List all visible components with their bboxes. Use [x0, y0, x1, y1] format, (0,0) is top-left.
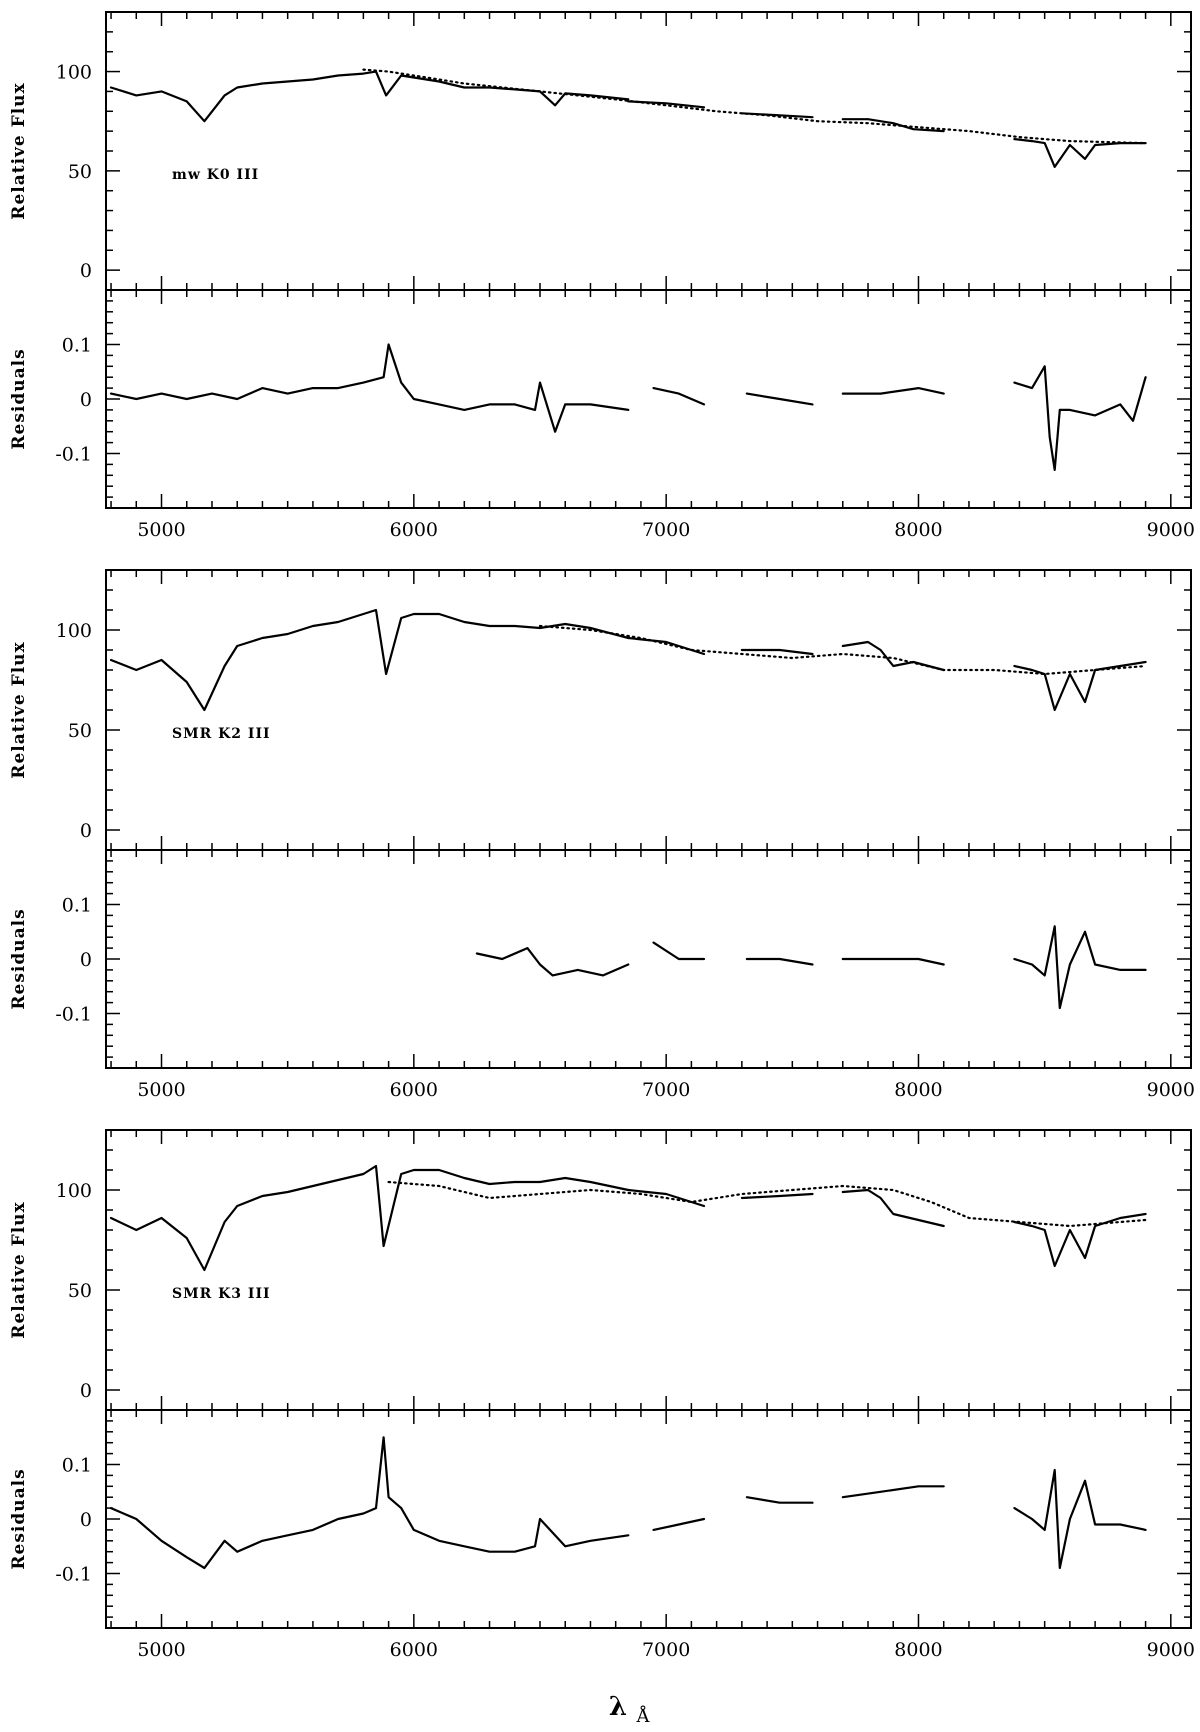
x-tick-label: 8000: [894, 1079, 942, 1101]
x-tick-label: 6000: [390, 1639, 438, 1661]
y-tick-label: 0: [80, 389, 92, 411]
x-tick-label: 5000: [137, 519, 185, 541]
x-tick-label: 7000: [642, 1639, 690, 1661]
x-tick-label: 6000: [390, 1079, 438, 1101]
y-tick-label: 100: [56, 1180, 92, 1202]
y-tick-label: 50: [68, 720, 92, 742]
y-tick-label: 0: [80, 260, 92, 282]
observed-series-segment: [841, 1485, 945, 1499]
x-tick-label: 5000: [137, 1079, 185, 1101]
y-axis-label: Relative Flux: [9, 641, 29, 778]
y-tick-label: 0: [80, 820, 92, 842]
y-axis-label: Relative Flux: [9, 1201, 29, 1338]
y-tick-label: 0.1: [62, 335, 92, 357]
x-axis-unit: Å: [636, 1705, 651, 1727]
observed-series-segment: [745, 1496, 814, 1504]
panel-frame: [105, 289, 1192, 509]
x-tick-label: 8000: [894, 519, 942, 541]
observed-series-segment: [740, 112, 814, 119]
y-axis-label: Residuals: [9, 908, 29, 1009]
observed-series-segment: [1013, 1212, 1147, 1268]
observed-series-segment: [109, 70, 630, 123]
y-tick-label: 100: [56, 620, 92, 642]
y-tick-label: 50: [68, 1280, 92, 1302]
panel-flux-0: 0 50 100 Relative Flux mw K0 III: [9, 11, 1192, 291]
panel-flux-4: 0 50 100 Relative Flux SMR K3 III: [9, 1129, 1192, 1411]
panel-flux-2: 0 50 100 Relative Flux SMR K2 III: [9, 569, 1192, 851]
star-label: mw K0 III: [172, 167, 259, 183]
x-tick-label: 8000: [894, 1639, 942, 1661]
y-tick-label: 0: [80, 1509, 92, 1531]
observed-series-segment: [109, 343, 630, 433]
x-tick-label: 6000: [390, 519, 438, 541]
y-tick-label: 0.1: [62, 1455, 92, 1477]
observed-series-segment: [740, 648, 814, 656]
y-tick-label: -0.1: [55, 444, 92, 466]
star-label: SMR K3 III: [172, 1286, 271, 1302]
model-dotted-series-segment: [538, 624, 1147, 676]
panel-frame: [105, 11, 1192, 291]
panel-residuals-1: -0.1 0 0.1 5000 6000 7000 8000 9000 Residuals: [9, 289, 1195, 541]
star-label: SMR K2 III: [172, 726, 271, 742]
y-axis-label: Residuals: [9, 1468, 29, 1569]
y-tick-label: -0.1: [55, 1004, 92, 1026]
observed-series-segment: [740, 1192, 814, 1200]
x-tick-label: 9000: [1147, 1639, 1195, 1661]
observed-series-segment: [841, 118, 945, 133]
observed-series-segment: [475, 947, 630, 977]
x-tick-label: 7000: [642, 519, 690, 541]
panel-frame: [105, 569, 1192, 851]
observed-series-segment: [627, 1188, 706, 1208]
model-dotted-series-segment: [362, 68, 1147, 145]
y-tick-label: 50: [68, 161, 92, 183]
y-tick-label: 0.1: [62, 895, 92, 917]
y-axis-label: Residuals: [9, 348, 29, 449]
observed-series-segment: [745, 957, 814, 966]
panel-frame: [105, 1129, 1192, 1411]
y-axis-label: Relative Flux: [9, 82, 29, 219]
observed-series-segment: [1013, 138, 1147, 168]
x-tick-label: 9000: [1147, 519, 1195, 541]
x-axis-label: λ: [609, 1692, 627, 1722]
observed-series-segment: [1013, 365, 1147, 471]
observed-series-segment: [841, 387, 945, 395]
observed-series-segment: [627, 100, 706, 109]
y-tick-label: 0: [80, 949, 92, 971]
x-tick-label: 5000: [137, 1639, 185, 1661]
y-tick-label: 100: [56, 62, 92, 84]
observed-series-segment: [1013, 925, 1147, 1010]
observed-series-segment: [652, 941, 706, 961]
panel-residuals-5: -0.1 0 0.1 5000 6000 7000 8000 9000 Residuals: [9, 1409, 1195, 1661]
observed-series-segment: [652, 1517, 706, 1531]
y-tick-label: -0.1: [55, 1564, 92, 1586]
observed-series-segment: [1013, 660, 1147, 712]
panel-frame: [105, 849, 1192, 1069]
panel-frame: [105, 1409, 1192, 1629]
x-tick-label: 9000: [1147, 1079, 1195, 1101]
observed-series-segment: [745, 392, 814, 406]
y-tick-label: 0: [80, 1380, 92, 1402]
observed-series-segment: [109, 1436, 630, 1570]
observed-series-segment: [109, 608, 630, 712]
observed-series-segment: [841, 1188, 945, 1228]
observed-series-segment: [1013, 1468, 1147, 1570]
observed-series-segment: [652, 387, 706, 406]
model-dotted-series-segment: [387, 1180, 1147, 1228]
panel-residuals-3: -0.1 0 0.1 5000 6000 7000 8000 9000 Residuals: [9, 849, 1195, 1101]
x-tick-label: 7000: [642, 1079, 690, 1101]
observed-series-segment: [841, 957, 945, 966]
observed-series-segment: [109, 1164, 630, 1272]
observed-series-segment: [627, 636, 706, 656]
